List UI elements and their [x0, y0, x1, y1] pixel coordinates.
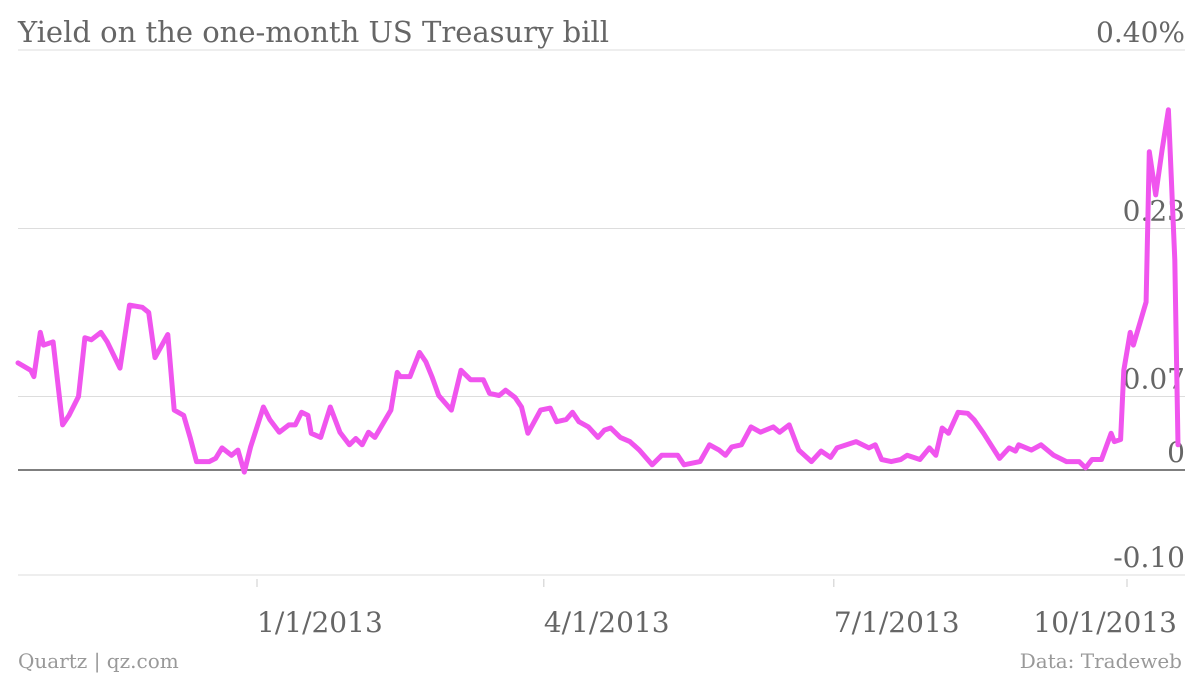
- x-tick-label: 10/1/2013: [1033, 606, 1177, 639]
- y-tick-label: 0: [1167, 436, 1185, 469]
- y-tick-label: 0.40%: [1096, 16, 1185, 49]
- line: [15, 107, 1181, 475]
- y-tick-label: -0.10: [1113, 541, 1185, 574]
- x-tick-label: 1/1/2013: [257, 606, 383, 639]
- chart-title: Yield on the one-month US Treasury bill: [17, 15, 609, 49]
- x-tick-label: 4/1/2013: [544, 606, 670, 639]
- source: Data: Tradeweb: [1020, 649, 1182, 673]
- x-tick-label: 7/1/2013: [834, 606, 960, 639]
- credit: Quartz | qz.com: [18, 649, 179, 674]
